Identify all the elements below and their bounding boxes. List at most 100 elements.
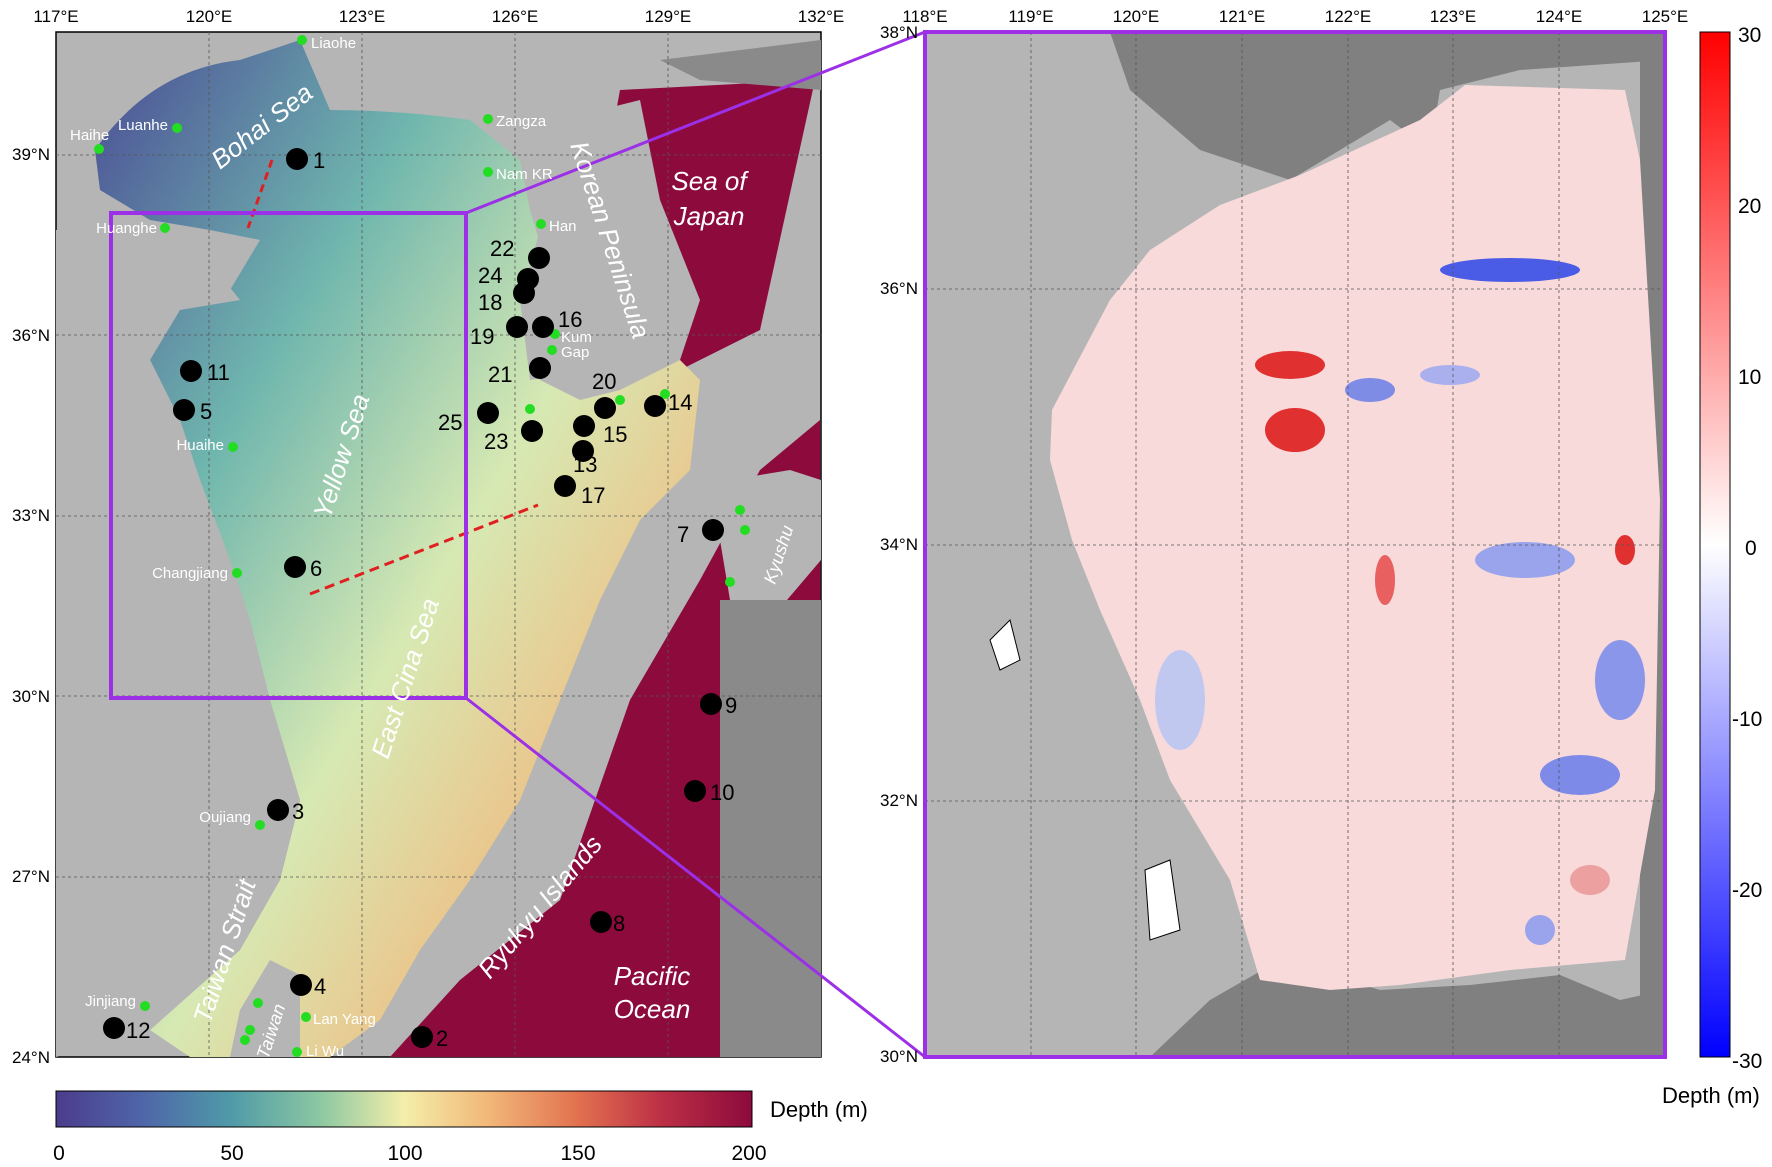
right-map: 118°E 119°E 120°E 121°E 122°E 123°E 124°… bbox=[880, 7, 1762, 1108]
colorbar-tick: 150 bbox=[560, 1142, 595, 1165]
lat-tick: 24°N bbox=[12, 1048, 50, 1067]
colorbar-tick: -20 bbox=[1732, 879, 1762, 902]
river-label: Haihe bbox=[70, 127, 109, 144]
station-marker bbox=[267, 799, 289, 821]
subregion-box bbox=[109, 211, 468, 700]
colorbar-tick: 0 bbox=[1745, 537, 1757, 560]
river-dot bbox=[253, 998, 263, 1008]
river-label: Lan Yang bbox=[313, 1011, 376, 1028]
station-marker bbox=[590, 911, 612, 933]
lon-tick: 126°E bbox=[492, 7, 539, 26]
station-marker bbox=[532, 316, 554, 338]
river-dot bbox=[660, 389, 670, 399]
lat-tick: 32°N bbox=[880, 791, 918, 810]
difference-colorbar bbox=[1699, 31, 1731, 1058]
lat-tick: 36°N bbox=[880, 279, 918, 298]
station-label: 6 bbox=[310, 556, 322, 581]
station-marker bbox=[411, 1026, 433, 1048]
difference-field bbox=[1050, 85, 1660, 990]
river-dot bbox=[245, 1025, 255, 1035]
river-dot bbox=[292, 1047, 302, 1057]
colorbar-tick: 100 bbox=[387, 1142, 422, 1165]
river-dot bbox=[536, 219, 546, 229]
lon-tick: 120°E bbox=[1113, 7, 1160, 26]
lon-tick: 119°E bbox=[1008, 7, 1053, 26]
right-gridlines bbox=[925, 32, 1665, 1057]
deep-ocean bbox=[390, 420, 821, 1057]
station-label: 11 bbox=[207, 360, 230, 385]
colorbar-tick: 10 bbox=[1738, 366, 1761, 389]
station-label: 5 bbox=[200, 399, 212, 424]
river-dot bbox=[232, 568, 242, 578]
shelf-sea bbox=[95, 40, 700, 1057]
river-dot bbox=[740, 525, 750, 535]
river-label: Li Wu bbox=[306, 1043, 344, 1060]
right-lon-ticks: 118°E 119°E 120°E 121°E 122°E 123°E 124°… bbox=[902, 7, 1688, 26]
station-label: 13 bbox=[573, 452, 597, 477]
river-label: Zangza bbox=[496, 113, 547, 130]
station-marker bbox=[700, 693, 722, 715]
river-label: Liaohe bbox=[311, 35, 356, 52]
island bbox=[989, 619, 1021, 671]
station-label: 10 bbox=[710, 780, 734, 805]
lon-tick: 120°E bbox=[186, 7, 233, 26]
lon-tick: 121°E bbox=[1219, 7, 1266, 26]
lat-tick: 30°N bbox=[880, 1047, 918, 1066]
station-marker bbox=[572, 440, 594, 462]
river-dot bbox=[172, 123, 182, 133]
station-label: 23 bbox=[484, 429, 508, 454]
station-label: 19 bbox=[470, 324, 494, 349]
station-marker bbox=[290, 974, 312, 996]
river-dot bbox=[140, 1001, 150, 1011]
station-label: 20 bbox=[592, 369, 616, 394]
river-dot bbox=[483, 167, 493, 177]
station-marker bbox=[284, 556, 306, 578]
station-label: 9 bbox=[725, 693, 737, 718]
lon-tick: 123°E bbox=[339, 7, 386, 26]
lon-tick: 124°E bbox=[1536, 7, 1583, 26]
right-lat-ticks: 30°N 32°N 34°N 36°N 38°N bbox=[880, 23, 918, 1066]
station-marker bbox=[702, 519, 724, 541]
station-marker bbox=[644, 395, 666, 417]
station-label: 2 bbox=[436, 1026, 448, 1051]
station-label: 16 bbox=[558, 307, 582, 332]
dark-land-south bbox=[1150, 960, 1665, 1057]
river-label: Kum bbox=[561, 329, 592, 346]
region-label: Pacific bbox=[614, 961, 691, 991]
station-label: 7 bbox=[677, 522, 689, 547]
river-label: Oujiang bbox=[199, 809, 251, 826]
lat-tick: 39°N bbox=[12, 145, 50, 164]
colorbar-tick: 200 bbox=[731, 1142, 766, 1165]
lon-tick: 117°E bbox=[33, 7, 78, 26]
station-marker bbox=[506, 316, 528, 338]
river-dot bbox=[228, 442, 238, 452]
station-marker bbox=[286, 148, 308, 170]
river-label: Nam KR bbox=[496, 166, 553, 183]
lat-tick: 36°N bbox=[12, 326, 50, 345]
river-dot bbox=[725, 577, 735, 587]
station-label: 25 bbox=[438, 410, 462, 435]
station-marker bbox=[528, 247, 550, 269]
difference-anomalies bbox=[1155, 258, 1645, 945]
colorbar-tick: -10 bbox=[1732, 708, 1762, 731]
river-dot bbox=[547, 345, 557, 355]
station-label: 17 bbox=[581, 483, 605, 508]
station-label: 4 bbox=[314, 974, 326, 999]
river-label: Luanhe bbox=[118, 117, 168, 134]
depth-colorbar bbox=[55, 1090, 753, 1128]
station-label: 18 bbox=[478, 290, 502, 315]
depth-colorbar-ticks: 0 50 100 150 200 bbox=[53, 1142, 766, 1165]
difference-colorbar-title: Depth (m) bbox=[1662, 1083, 1760, 1108]
station-marker bbox=[173, 399, 195, 421]
difference-colorbar-ticks: 30 20 10 0 -10 -20 -30 bbox=[1732, 24, 1762, 1073]
station-marker bbox=[521, 420, 543, 442]
station-label: 22 bbox=[490, 236, 514, 261]
station-label: 21 bbox=[488, 362, 512, 387]
river-label: Han bbox=[549, 218, 577, 235]
river-dot bbox=[525, 404, 535, 414]
station-marker bbox=[594, 397, 616, 419]
station-marker bbox=[477, 402, 499, 424]
right-map-frame bbox=[923, 30, 1667, 1059]
colorbar-tick: 20 bbox=[1738, 195, 1761, 218]
lon-tick: 125°E bbox=[1642, 7, 1689, 26]
